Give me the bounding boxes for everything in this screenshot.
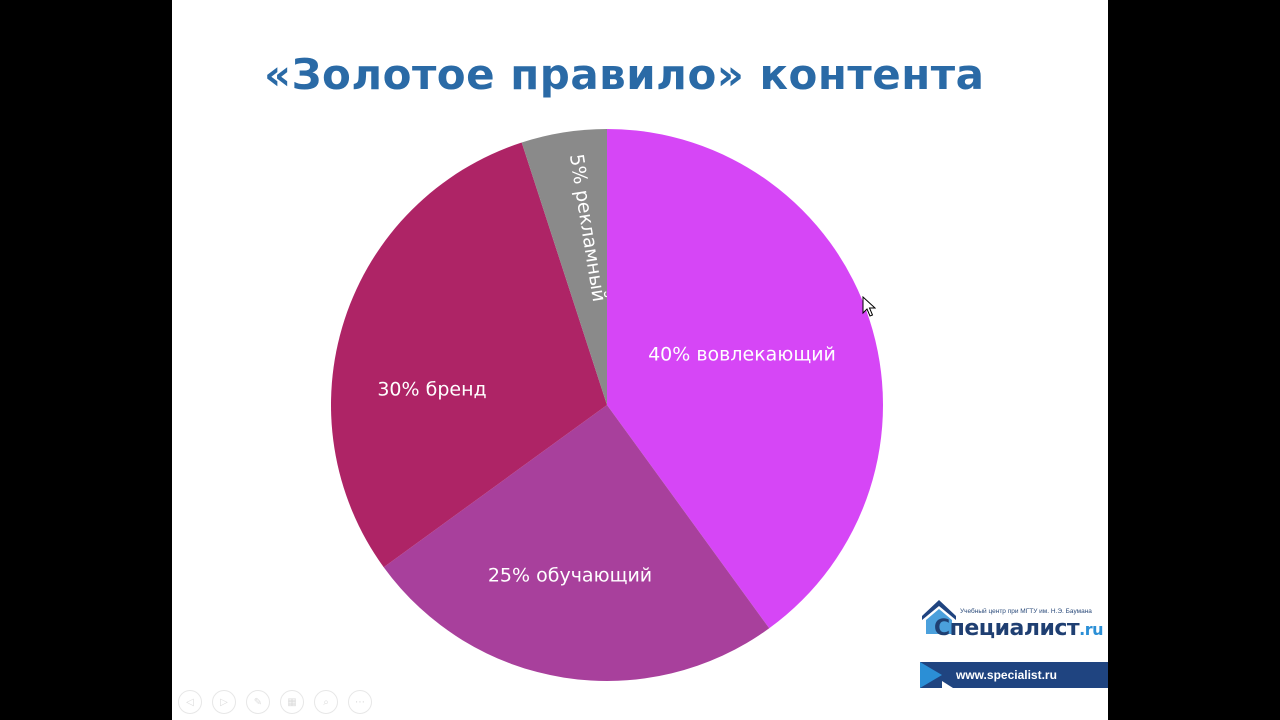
all-slides-button[interactable]: ▦	[280, 690, 304, 714]
logo-subtitle: Учебный центр при МГТУ им. Н.Э. Баумана	[960, 608, 1092, 615]
mouse-cursor-icon	[862, 296, 876, 317]
pie-slice-обучающий	[383, 405, 770, 682]
slideshow-controls: ◁ ▷ ✎ ▦ ⌕ ⋯	[178, 690, 372, 716]
prev-icon: ◁	[186, 696, 194, 708]
pie-label-бренд: 30% бренд	[377, 379, 486, 401]
pen-icon: ✎	[253, 696, 263, 708]
logo-name-main: Специалист	[934, 616, 1080, 641]
prev-slide-button[interactable]: ◁	[178, 690, 202, 714]
presentation-slide: «Золотое правило» контента 40% вовлекающ…	[172, 0, 1108, 720]
logo-tld: .ru	[1079, 620, 1104, 639]
more-icon: ⋯	[355, 696, 365, 708]
url-banner: www.specialist.ru	[920, 662, 1108, 695]
pie-label-вовлекающий: 40% вовлекающий	[648, 344, 836, 366]
slide-title: «Золотое правило» контента	[264, 50, 985, 99]
pie-slice-вовлекающий	[607, 129, 884, 629]
arrow-icon	[920, 662, 953, 695]
pen-button[interactable]: ✎	[246, 690, 270, 714]
pie-slice-рекламный	[521, 129, 607, 405]
zoom-icon: ⌕	[323, 696, 329, 708]
pie-label-обучающий: 25% обучающий	[488, 565, 652, 587]
more-options-button[interactable]: ⋯	[348, 690, 372, 714]
website-url: www.specialist.ru	[956, 668, 1057, 682]
logo-name: Специалист.ru	[934, 616, 1104, 641]
zoom-button[interactable]: ⌕	[314, 690, 338, 714]
next-icon: ▷	[220, 696, 228, 708]
next-slide-button[interactable]: ▷	[212, 690, 236, 714]
slides-icon: ▦	[287, 696, 297, 708]
pie-slice-бренд	[330, 142, 607, 568]
logo-mark-icon	[922, 600, 956, 634]
specialist-logo: Учебный центр при МГТУ им. Н.Э. Баумана …	[920, 596, 1108, 642]
